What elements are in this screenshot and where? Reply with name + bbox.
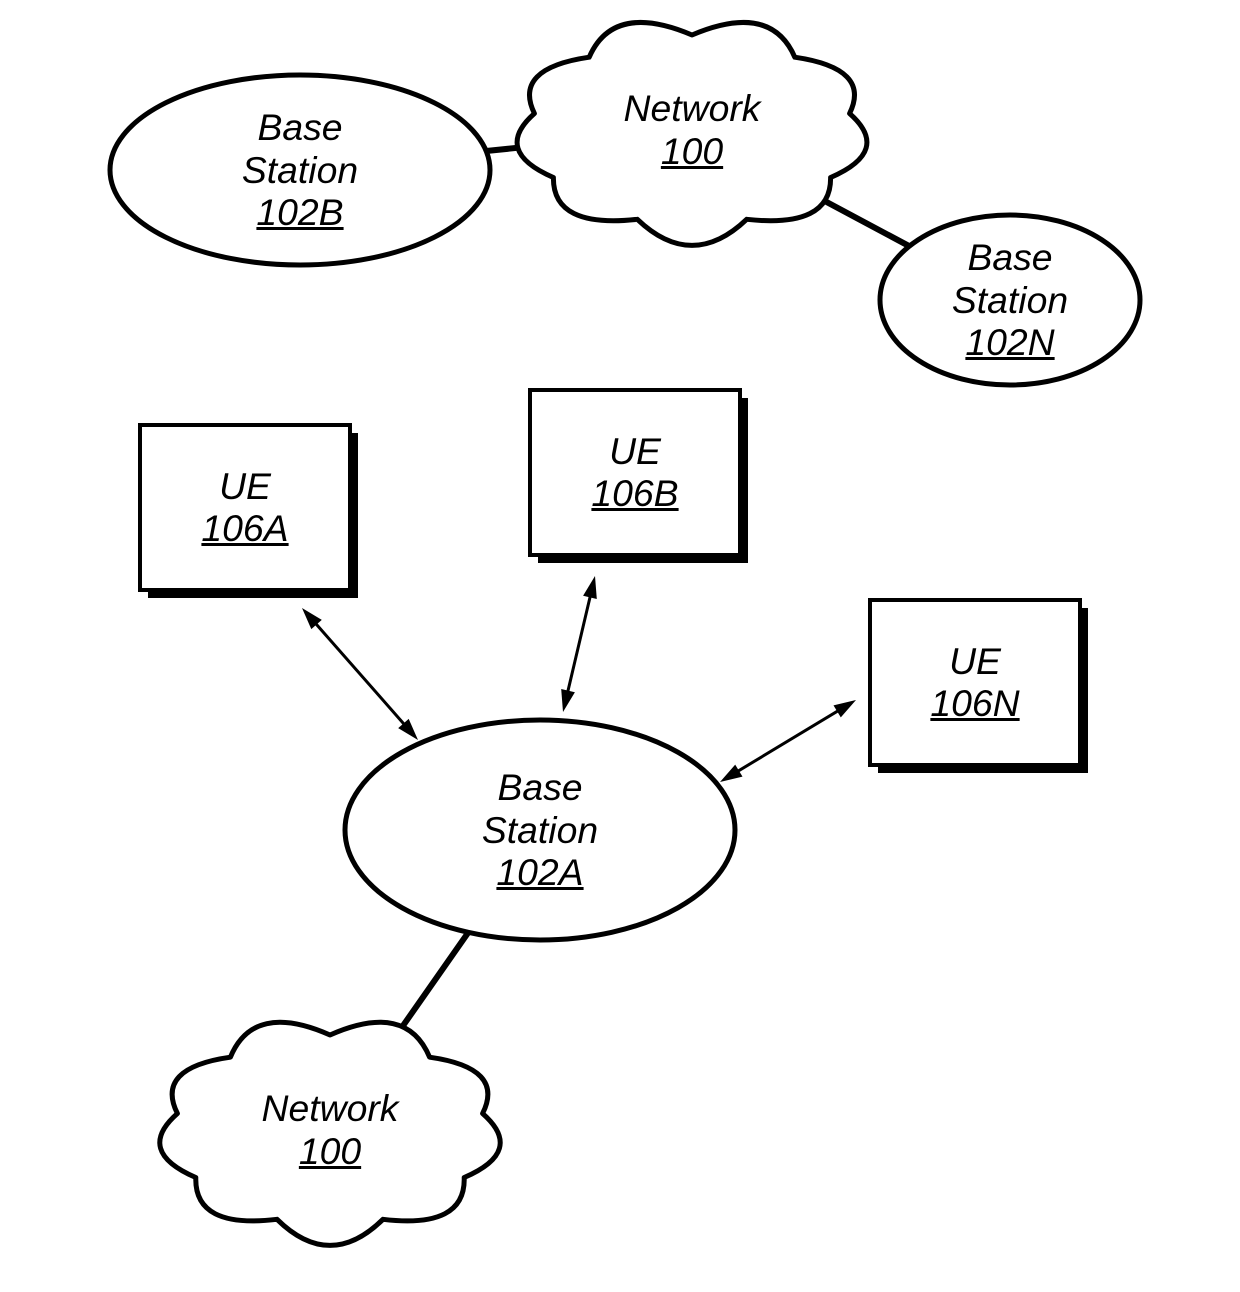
double-arrow-line — [731, 707, 844, 775]
node-network_bot — [160, 1022, 500, 1245]
arrow-head — [583, 576, 597, 599]
node-bs_102b — [110, 75, 490, 265]
arrow-head — [720, 765, 743, 782]
diagram-svg — [0, 0, 1240, 1292]
diagram-stage: Network100BaseStation102BBaseStation102N… — [0, 0, 1240, 1292]
connector — [813, 195, 909, 246]
double-arrow-line — [566, 589, 592, 699]
arrow-head — [834, 700, 857, 717]
node-bs_102n — [880, 215, 1140, 385]
node-bs_102a — [345, 720, 735, 940]
arrow-head — [561, 689, 575, 712]
double-arrow-line — [311, 618, 410, 730]
node-ue_106a — [140, 425, 350, 590]
node-network_top — [517, 22, 867, 245]
node-ue_106b — [530, 390, 740, 555]
node-ue_106n — [870, 600, 1080, 765]
